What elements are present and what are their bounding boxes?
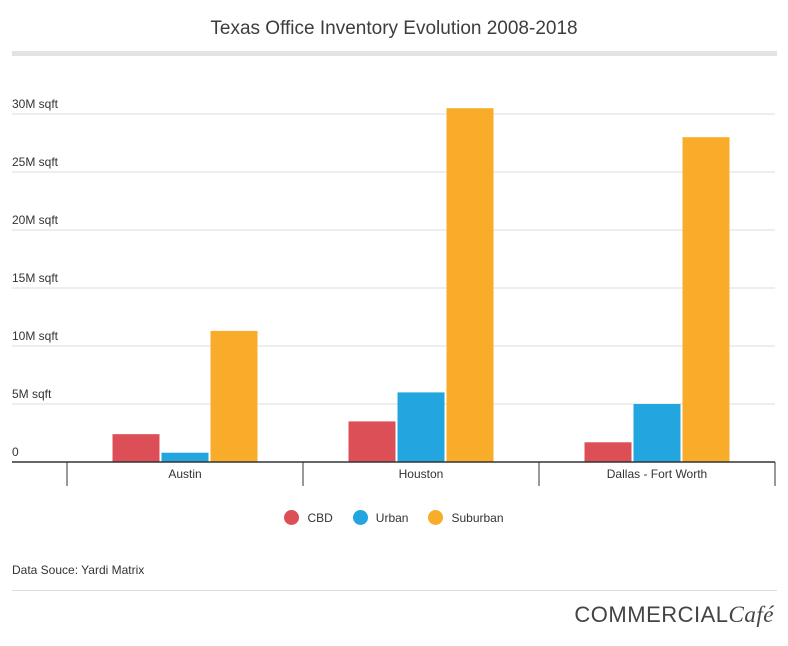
x-category-label: Houston [399,467,444,481]
y-tick-label: 20M sqft [12,213,59,227]
chart-title: Texas Office Inventory Evolution 2008-20… [210,18,578,39]
y-tick-label: 0 [12,445,19,459]
x-axis [12,461,776,486]
x-category-label: Dallas - Fort Worth [607,467,707,481]
legend-item-cbd: CBD [284,510,333,525]
legend-swatch [352,510,368,525]
bar-cbd-houston [348,421,396,462]
y-tick-label: 25M sqft [12,155,59,169]
bar-suburban-austin [210,330,258,462]
bars [112,108,730,462]
bar-cbd-dallas-fort-worth [584,442,632,462]
legend-label: Urban [375,510,409,525]
y-tick-label: 30M sqft [12,97,59,111]
x-axis-labels: Austin Houston Dallas - Fort Worth [168,467,707,481]
bar-urban-dallas-fort-worth [633,404,681,462]
legend-swatch [284,510,300,525]
data-source: Data Souce: Yardi Matrix [12,563,145,577]
legend-item-urban: Urban [352,510,409,525]
x-category-label: Austin [168,467,201,481]
y-tick-label: 5M sqft [12,387,52,401]
logo-script-text: Café [728,602,774,627]
legend-label: Suburban [451,510,504,525]
logo-main-text: COMMERCIAL [574,602,729,627]
grid-lines [12,113,775,405]
title-divider [12,51,777,56]
bar-urban-austin [161,452,209,462]
bar-chart: 0 5M sqft 10M sqft 15M sqft 20M sqft 25M sqft… [12,97,776,486]
legend-label: CBD [307,510,333,525]
footer-divider [12,590,777,591]
bar-cbd-austin [112,434,160,462]
bar-suburban-dallas-fort-worth [682,137,730,462]
bar-urban-houston [397,392,445,462]
legend-item-suburban: Suburban [428,510,504,525]
legend: CBD Urban Suburban [0,510,788,525]
y-axis-labels: 0 5M sqft 10M sqft 15M sqft 20M sqft 25M sqft… [12,97,59,459]
y-tick-label: 15M sqft [12,271,59,285]
bar-suburban-houston [446,108,494,462]
y-tick-label: 10M sqft [12,329,59,343]
legend-swatch [428,510,444,525]
commercialcafe-logo: COMMERCIALCafé [574,602,774,628]
